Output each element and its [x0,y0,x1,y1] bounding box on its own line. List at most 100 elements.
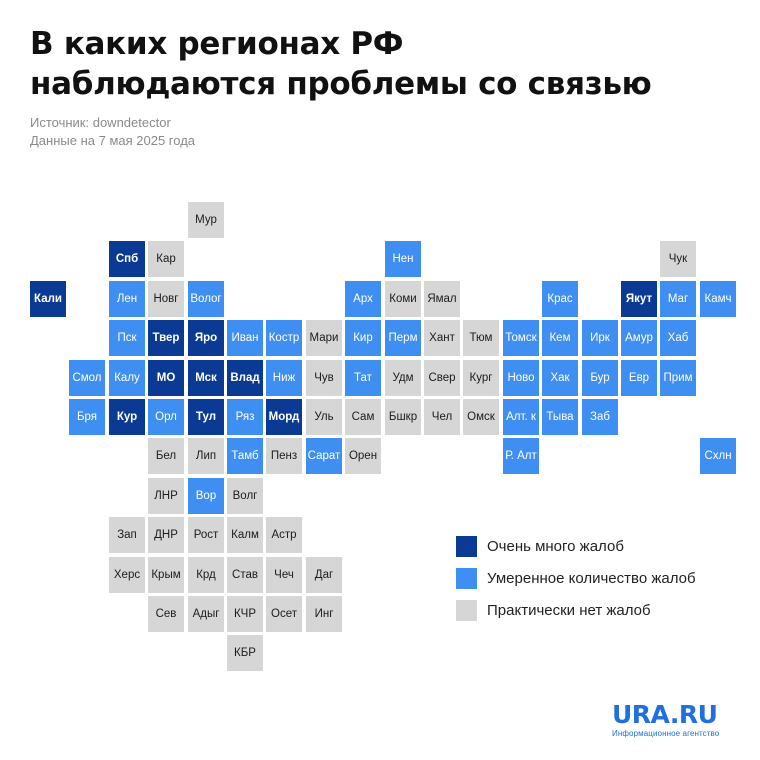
region-tile: Коми [385,281,421,317]
region-tile: Кир [345,320,381,356]
legend-swatch-high [456,536,477,557]
region-tile: Кур [109,399,145,435]
region-tile: Ямал [424,281,460,317]
region-tile: Ряз [227,399,263,435]
region-tile: Хаб [660,320,696,356]
region-tile: Крд [188,557,224,593]
region-tile: Орен [345,438,381,474]
region-tile: Сарат [306,438,342,474]
source-info: Источник: downdetector Данные на 7 мая 2… [30,114,195,150]
region-tile: Хант [424,320,460,356]
region-tile: Свер [424,360,460,396]
region-tile: Лип [188,438,224,474]
region-tile: Крым [148,557,184,593]
region-tile: Кар [148,241,184,277]
region-tile: Крас [542,281,578,317]
region-tile: Став [227,557,263,593]
region-tile: Маг [660,281,696,317]
title-line-1: В каких регионах РФ [30,26,404,62]
region-tile: Новг [148,281,184,317]
region-tile: Тюм [463,320,499,356]
legend-label-high: Очень много жалоб [487,538,624,555]
region-tile: Р. Алт [503,438,539,474]
brand-tagline: Информационное агентство [612,729,720,738]
region-tile: Волг [227,478,263,514]
region-tile: Калм [227,517,263,553]
region-tile: Мур [188,202,224,238]
region-tile: Евр [621,360,657,396]
region-tile: Схлн [700,438,736,474]
region-tile: Мари [306,320,342,356]
source-label: Источник: downdetector [30,115,171,130]
region-tile: Хак [542,360,578,396]
region-tile: Пенз [266,438,302,474]
region-tile: Адыг [188,596,224,632]
region-tile: Костр [266,320,302,356]
legend-item-none: Практически нет жалоб [456,600,696,621]
region-tile: Кали [30,281,66,317]
region-tile: Бря [69,399,105,435]
region-tile: Чув [306,360,342,396]
legend-label-mid: Умеренное количество жалоб [487,570,696,587]
region-tile: Нен [385,241,421,277]
region-tile: Перм [385,320,421,356]
region-tile: Арх [345,281,381,317]
region-tile: Бел [148,438,184,474]
region-tile: Спб [109,241,145,277]
region-tile: Алт. к [503,399,539,435]
brand-name: URA.RU [612,700,718,729]
region-tile: Волог [188,281,224,317]
legend-swatch-none [456,600,477,621]
region-tile: Бшкр [385,399,421,435]
region-tile: Сев [148,596,184,632]
region-tile: Омск [463,399,499,435]
region-tile: Прим [660,360,696,396]
region-tile: Осет [266,596,302,632]
region-tile: Чеч [266,557,302,593]
region-tile: Вор [188,478,224,514]
region-tile: Сам [345,399,381,435]
page-title: В каких регионах РФ наблюдаются проблемы… [30,24,730,104]
legend-label-none: Практически нет жалоб [487,602,651,619]
legend: Очень много жалоб Умеренное количество ж… [456,536,696,632]
legend-item-high: Очень много жалоб [456,536,696,557]
region-tile: Ниж [266,360,302,396]
region-tile: Лен [109,281,145,317]
title-line-2: наблюдаются проблемы со связью [30,66,652,102]
region-tile: КБР [227,635,263,671]
legend-swatch-mid [456,568,477,589]
region-tile: МО [148,360,184,396]
region-tile: Рост [188,517,224,553]
region-tile: Зап [109,517,145,553]
region-tile: Пск [109,320,145,356]
region-tile: Чел [424,399,460,435]
region-tile: Влад [227,360,263,396]
region-tile: Тамб [227,438,263,474]
region-tile: ДНР [148,517,184,553]
region-tile: Иван [227,320,263,356]
region-tile: Тат [345,360,381,396]
region-tile: Твер [148,320,184,356]
region-tile: Даг [306,557,342,593]
data-date: Данные на 7 мая 2025 года [30,133,196,148]
region-tile: Калу [109,360,145,396]
region-tile: Якут [621,281,657,317]
region-tile: Кург [463,360,499,396]
region-tile: Астр [266,517,302,553]
region-tile: Чук [660,241,696,277]
region-tile: Уль [306,399,342,435]
region-tile: КЧР [227,596,263,632]
region-tile: Мск [188,360,224,396]
region-tile: Тул [188,399,224,435]
region-tile: Херс [109,557,145,593]
region-tile: Заб [582,399,618,435]
region-tile: Камч [700,281,736,317]
region-tile: Амур [621,320,657,356]
region-tile: Яро [188,320,224,356]
region-tile: Смол [69,360,105,396]
brand-logo[interactable]: URA.RU Информационное агентство [612,700,720,739]
region-tile: Удм [385,360,421,396]
region-tile: Томск [503,320,539,356]
region-tile: Инг [306,596,342,632]
